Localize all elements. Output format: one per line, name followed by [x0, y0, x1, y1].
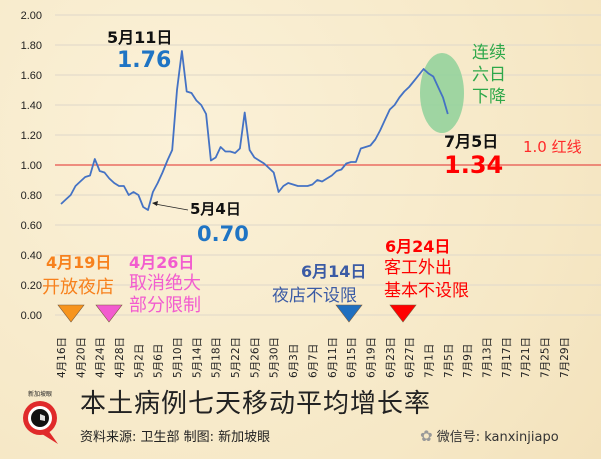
decline-label: 连续 六日 下降 — [472, 42, 506, 108]
x-tick-label: 7月21日 — [520, 337, 532, 378]
y-tick-label: 1.00 — [21, 160, 42, 172]
peak-date-label: 5月11日 — [107, 28, 173, 47]
y-tick-label: 1.60 — [21, 70, 42, 82]
x-tick-label: 6月27日 — [404, 337, 416, 378]
event4-marker-icon — [389, 304, 417, 323]
peak-value-label: 1.76 — [117, 48, 172, 73]
x-tick-label: 6月19日 — [365, 337, 377, 378]
y-tick-label: 0.80 — [21, 190, 42, 202]
event3-date: 6月14日 — [301, 262, 367, 281]
arrow-head-icon — [152, 201, 158, 206]
event2-date: 4月26日 — [129, 253, 195, 272]
x-tick-label: 7月13日 — [481, 337, 493, 378]
low-value-label: 0.70 — [197, 222, 249, 246]
x-tick-label: 7月5日 — [443, 344, 455, 378]
event1-text: 开放夜店 — [42, 277, 114, 298]
decline-line-3: 下降 — [472, 87, 506, 107]
event3-marker-icon — [335, 304, 363, 323]
x-tick-label: 7月17日 — [501, 337, 513, 378]
event4-text: 客工外出 基本不设限 — [384, 257, 469, 303]
redline-label: 1.0 红线 — [523, 138, 582, 156]
event1-date: 4月19日 — [46, 253, 112, 272]
x-tick-label: 5月18日 — [211, 337, 223, 378]
decline-line-2: 六日 — [472, 65, 506, 85]
wechat-id-text: 微信号: kanxinjiapo — [436, 430, 559, 445]
y-tick-label: 0.00 — [21, 310, 42, 322]
x-tick-label: 7月9日 — [462, 344, 474, 378]
x-tick-label: 5月10日 — [172, 337, 184, 378]
y-tick-label: 0.60 — [21, 220, 42, 232]
x-tick-label: 5月2日 — [133, 344, 145, 378]
x-tick-label: 6月3日 — [288, 344, 300, 378]
event1-marker-icon — [57, 304, 85, 323]
x-tick-label: 5月22日 — [230, 337, 242, 378]
x-tick-label: 6月11日 — [327, 337, 339, 378]
event2-line-2: 部分限制 — [129, 295, 201, 316]
event3-text: 夜店不设限 — [272, 286, 357, 306]
x-tick-label: 5月26日 — [249, 337, 261, 378]
latest-date-label: 7月5日 — [444, 132, 499, 151]
x-tick-label: 4月20日 — [75, 337, 87, 378]
x-tick-label: 7月1日 — [423, 344, 435, 378]
decline-line-1: 连续 — [472, 43, 506, 63]
y-tick-label: 0.40 — [21, 250, 42, 262]
x-tick-label: 4月16日 — [56, 337, 68, 378]
line-chart: 0.00 0.20 0.40 0.60 0.80 1.00 1.20 1.40 1.60 1.80… — [21, 10, 601, 378]
logo-text: 新加坡眼 — [28, 390, 52, 398]
x-tick-label: 7月25日 — [540, 337, 552, 378]
y-tick-label: 0.20 — [21, 280, 42, 292]
latest-value-label: 1.34 — [444, 151, 504, 179]
event2-text: 取消绝大 部分限制 — [129, 273, 201, 317]
x-tick-label: 5月30日 — [269, 337, 281, 378]
source-credit: 资料来源: 卫生部 制图: 新加坡眼 — [80, 430, 271, 445]
wechat-icon: ✿ — [420, 427, 433, 445]
x-tick-label: 5月14日 — [191, 337, 203, 378]
wechat-id: ✿ 微信号: kanxinjiapo — [420, 426, 559, 445]
decline-highlight-ellipse — [420, 53, 464, 133]
event4-date: 6月24日 — [385, 237, 451, 256]
y-tick-label: 1.40 — [21, 100, 42, 112]
x-tick-label: 7月29日 — [559, 337, 571, 378]
xinjiapo-eye-logo-icon: 新加坡眼 — [23, 390, 58, 444]
event2-marker-icon — [95, 304, 123, 323]
x-tick-label: 5月6日 — [153, 344, 165, 378]
low-date-label: 5月4日 — [190, 200, 241, 218]
x-tick-label: 4月28日 — [114, 337, 126, 378]
x-tick-label: 6月15日 — [346, 337, 358, 378]
data-line — [60, 50, 449, 211]
chart-title: 本土病例七天移动平均增长率 — [80, 389, 432, 419]
event4-line-2: 基本不设限 — [384, 281, 469, 301]
event2-line-1: 取消绝大 — [129, 273, 201, 294]
y-tick-label: 1.80 — [21, 40, 42, 52]
event4-line-1: 客工外出 — [384, 258, 452, 278]
y-tick-label: 1.20 — [21, 130, 42, 142]
x-tick-label: 4月24日 — [95, 337, 107, 378]
y-tick-label: 2.00 — [21, 10, 42, 22]
x-tick-label: 6月7日 — [307, 344, 319, 378]
low-point-arrow — [154, 203, 189, 211]
x-tick-label: 6月23日 — [385, 337, 397, 378]
